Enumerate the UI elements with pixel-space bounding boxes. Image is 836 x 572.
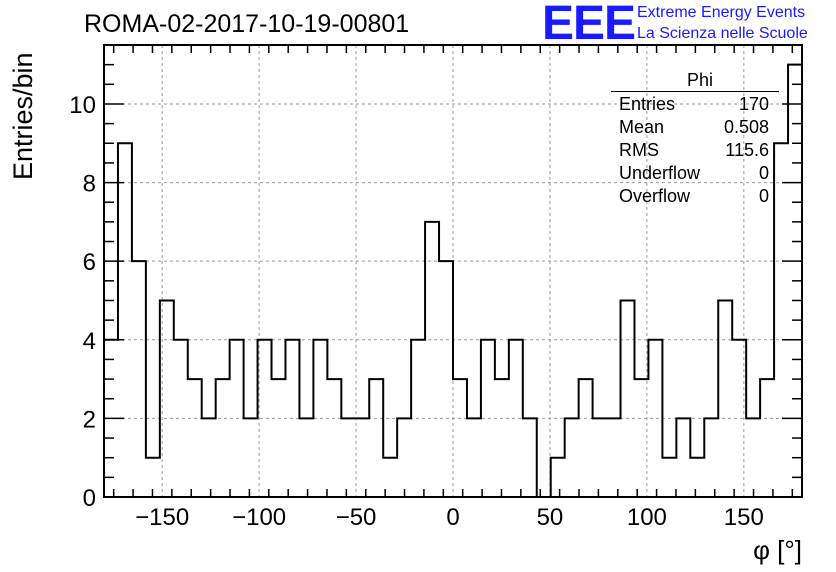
y-tick-label: 10 [69,92,96,119]
stats-label: Underflow [619,163,701,183]
x-tick-label: −150 [135,504,189,531]
axis-ticks [104,44,802,497]
stats-row-overflow: Overflow 0 [611,185,779,208]
eee-logo: EEE [542,0,636,50]
x-tick-label: 100 [627,504,667,531]
x-tick-label: −50 [336,504,377,531]
y-tick-label: 6 [83,249,96,276]
logo-text-line2: La Scienza nelle Scuole [637,25,808,42]
x-tick-labels: −150 −100 −50 0 50 100 150 [135,504,764,531]
stats-value: 0 [758,163,769,183]
y-tick-label: 4 [83,328,96,355]
stats-value: 115.6 [725,140,769,160]
stats-label: Mean [619,117,665,137]
histogram-series [103,63,803,498]
x-tick-label: −100 [232,504,286,531]
x-axis-label: φ [°] [753,535,802,565]
x-tick-label: 0 [446,504,459,531]
stats-box: Phi Entries 170 Mean 0.508 RMS 115.6 Und… [611,70,779,208]
stats-row-rms: RMS 115.6 [611,139,779,162]
stats-label: Overflow [619,186,691,206]
y-tick-label: 0 [83,485,96,512]
y-tick-label: 8 [83,171,96,198]
logo-text-line1: Extreme Energy Events [637,4,806,21]
plot-frame [103,44,803,498]
x-tick-label: 150 [724,504,764,531]
x-tick-label: 50 [537,504,564,531]
chart-title: ROMA-02-2017-10-19-00801 [84,10,410,38]
stats-row-underflow: Underflow 0 [611,162,779,185]
stats-label: Entries [619,94,676,114]
y-tick-labels: 0 2 4 6 8 10 [69,92,96,512]
stats-label: RMS [619,140,659,160]
stats-divider [611,91,779,92]
stats-row-entries: Entries 170 [611,93,779,116]
y-axis-label: Entries/bin [8,52,38,180]
stats-row-mean: Mean 0.508 [611,116,779,139]
stats-value: 0.508 [723,117,769,137]
stats-title: Phi [686,70,713,90]
y-tick-label: 2 [83,406,96,433]
stats-value: 0 [758,186,769,206]
stats-value: 170 [738,94,769,114]
